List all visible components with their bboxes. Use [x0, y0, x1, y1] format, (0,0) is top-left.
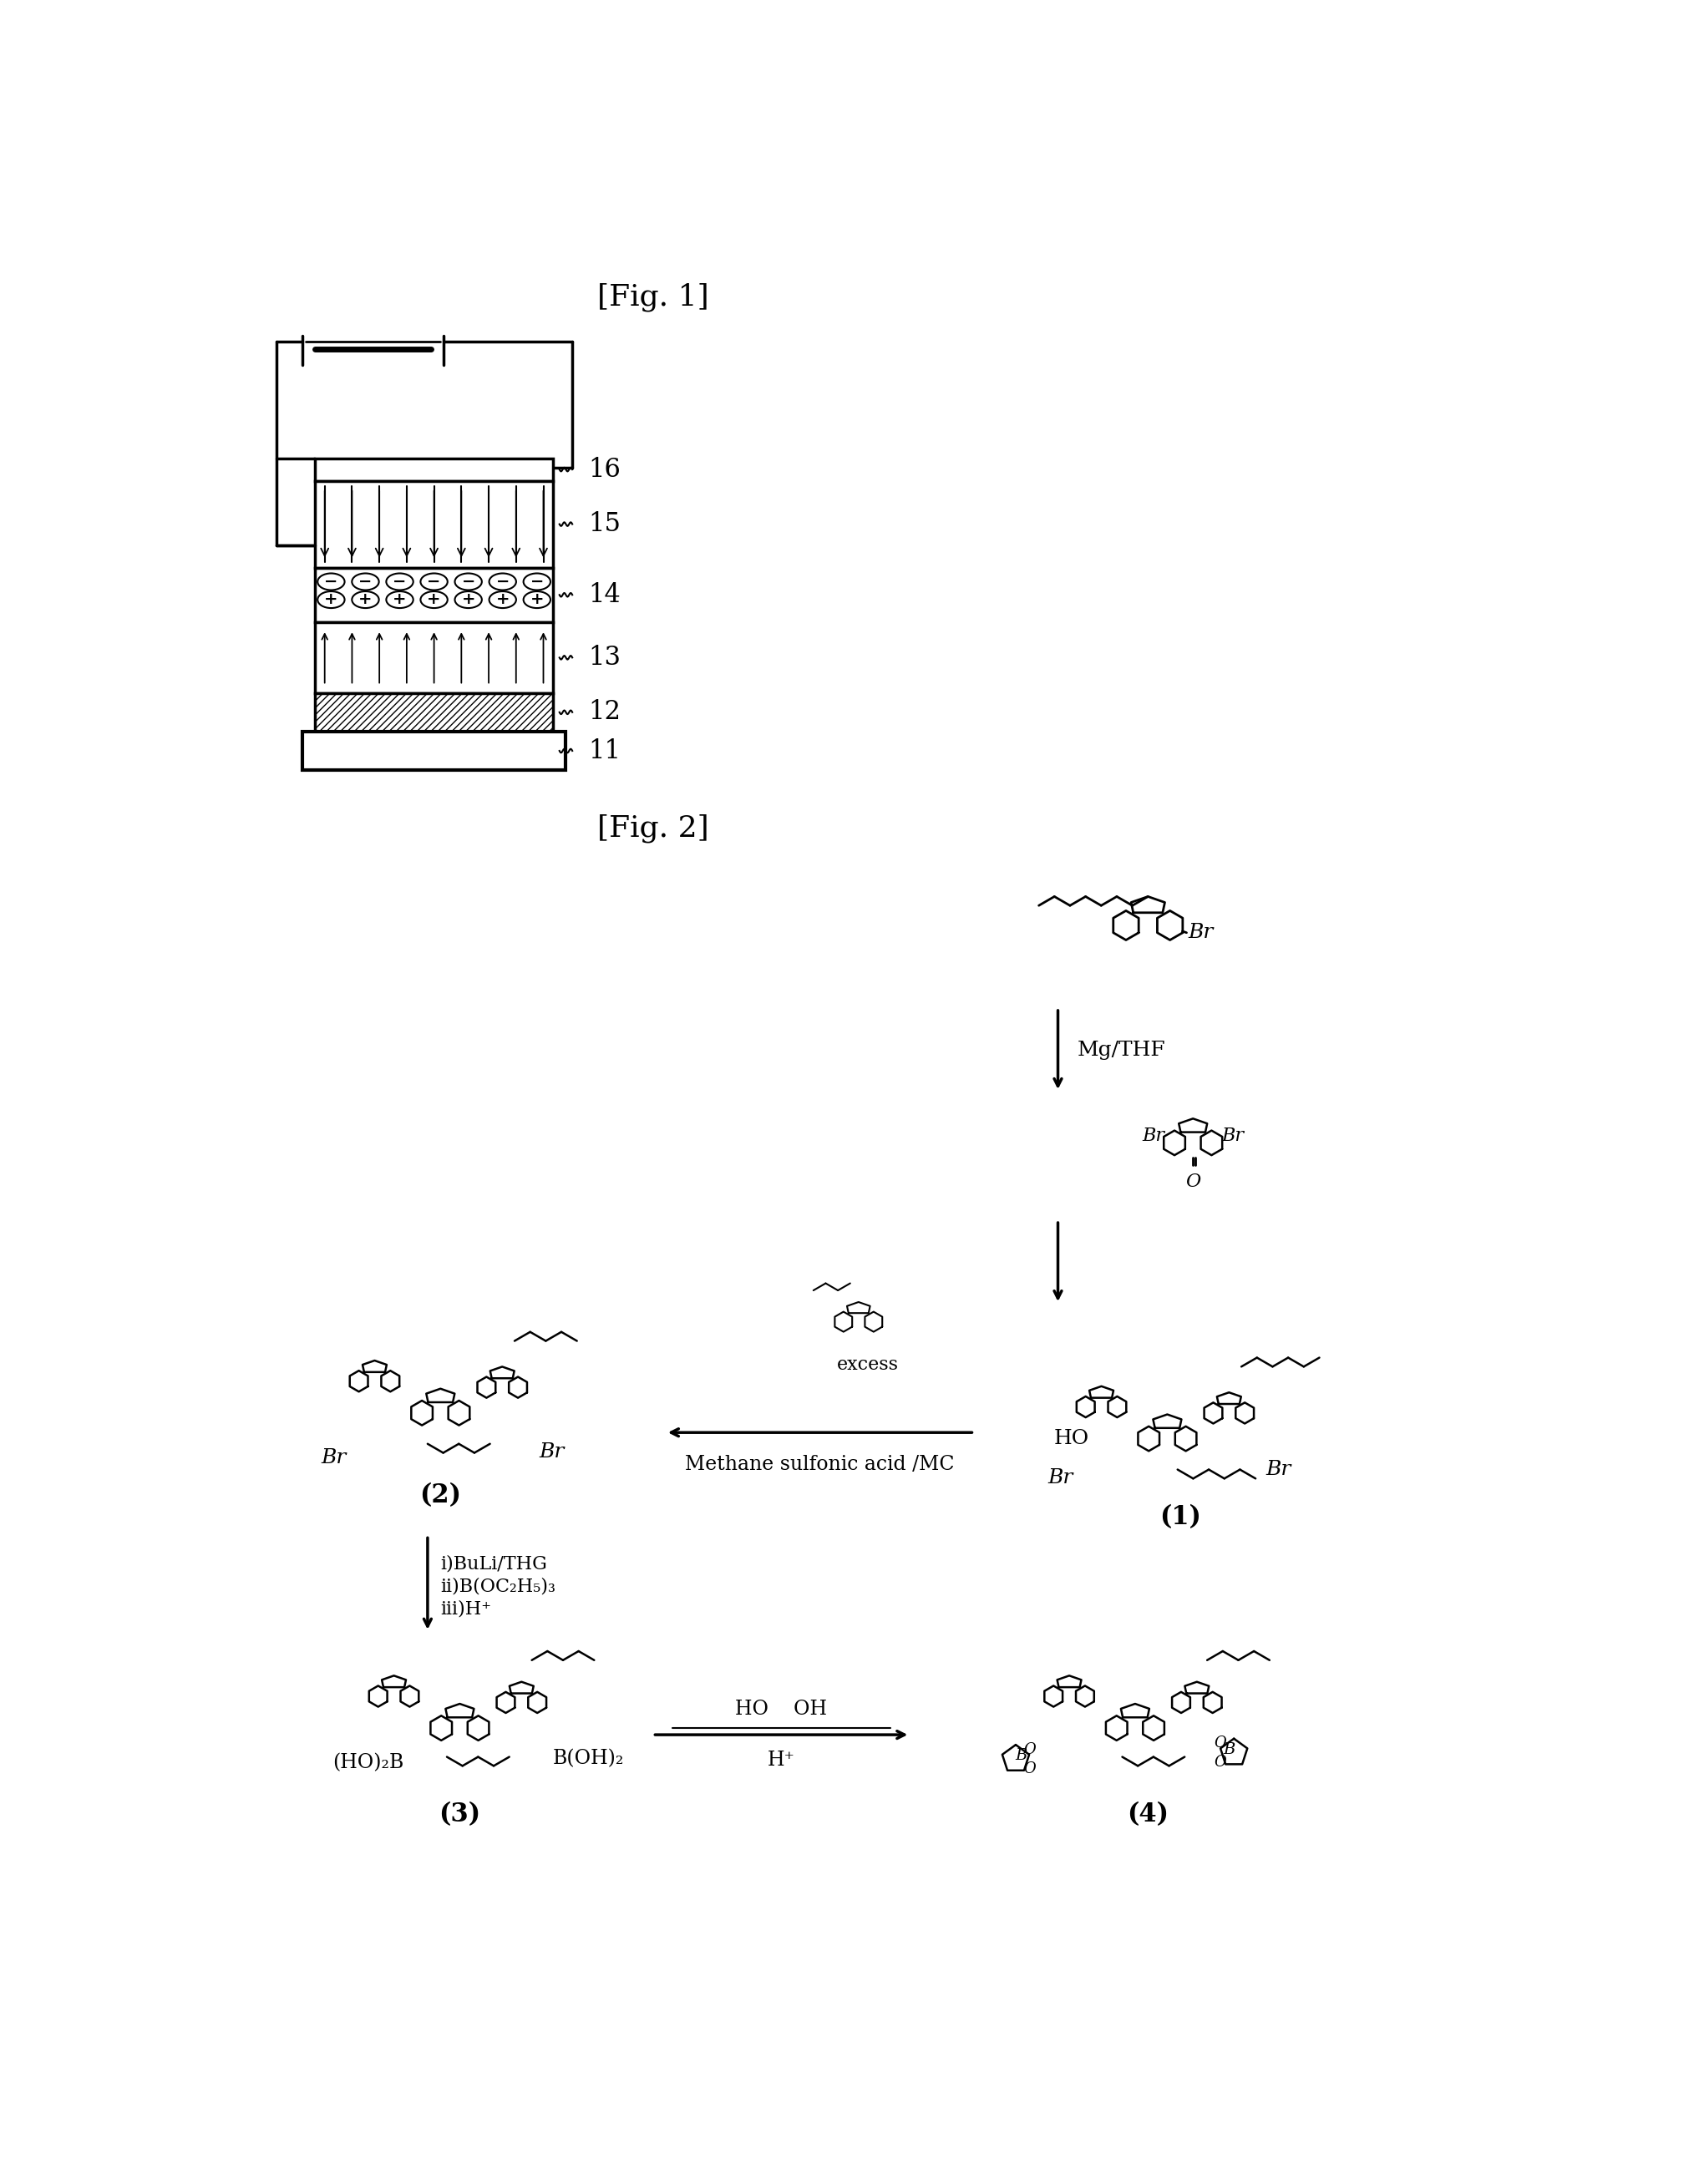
Text: −: − [324, 574, 338, 590]
Ellipse shape [421, 574, 448, 590]
Text: H⁺: H⁺ [767, 1752, 796, 1769]
Text: HO    OH: HO OH [735, 1699, 828, 1719]
Ellipse shape [351, 574, 378, 590]
Text: 16: 16 [588, 456, 622, 483]
Text: −: − [394, 574, 407, 590]
Ellipse shape [490, 574, 517, 590]
Text: +: + [427, 592, 441, 607]
Ellipse shape [318, 574, 345, 590]
Bar [316, 459, 552, 480]
Text: Br: Br [1221, 1127, 1245, 1144]
Text: Br: Br [321, 1448, 346, 1468]
Text: Br: Br [1187, 924, 1213, 941]
Text: +: + [358, 592, 372, 607]
Text: −: − [427, 574, 441, 590]
Bar [302, 732, 566, 771]
Text: (2): (2) [419, 1483, 461, 1509]
Text: +: + [461, 592, 475, 607]
Text: +: + [394, 592, 407, 607]
Text: −: − [358, 574, 372, 590]
Ellipse shape [454, 574, 481, 590]
Text: B: B [1223, 1743, 1235, 1758]
Text: 12: 12 [588, 699, 622, 725]
Bar [316, 568, 552, 622]
Text: 11: 11 [588, 738, 622, 764]
Text: +: + [324, 592, 338, 607]
Text: Methane sulfonic acid /MC: Methane sulfonic acid /MC [686, 1455, 954, 1474]
Text: +: + [530, 592, 544, 607]
Text: O: O [1024, 1743, 1035, 1756]
Text: O: O [1186, 1173, 1201, 1190]
Text: Mg/THF: Mg/THF [1078, 1040, 1165, 1059]
Ellipse shape [490, 592, 517, 607]
Ellipse shape [524, 592, 551, 607]
Bar [316, 622, 552, 692]
Text: 13: 13 [588, 644, 622, 670]
Bar [316, 692, 552, 732]
Text: Br: Br [1047, 1468, 1073, 1487]
Text: (1): (1) [1159, 1505, 1201, 1531]
Text: Br: Br [1142, 1127, 1165, 1144]
Text: O: O [1214, 1736, 1226, 1752]
Text: Br: Br [539, 1441, 564, 1461]
Text: 15: 15 [588, 511, 622, 537]
Text: excess: excess [838, 1356, 899, 1374]
Text: (3): (3) [439, 1802, 481, 1828]
Text: iii)H⁺: iii)H⁺ [441, 1599, 491, 1618]
Text: (HO)₂B: (HO)₂B [333, 1754, 404, 1773]
Text: [Fig. 2]: [Fig. 2] [596, 815, 709, 843]
Text: +: + [497, 592, 510, 607]
Text: −: − [461, 574, 475, 590]
Text: ii)B(OC₂H₅)₃: ii)B(OC₂H₅)₃ [441, 1577, 556, 1597]
Ellipse shape [387, 592, 414, 607]
Ellipse shape [318, 592, 345, 607]
Text: O: O [1024, 1760, 1035, 1776]
Text: −: − [497, 574, 510, 590]
Text: [Fig. 1]: [Fig. 1] [596, 284, 709, 312]
Text: B(OH)₂: B(OH)₂ [552, 1749, 623, 1769]
Text: i)BuLi/THG: i)BuLi/THG [441, 1555, 547, 1572]
Text: −: − [530, 574, 544, 590]
Ellipse shape [387, 574, 414, 590]
Text: 14: 14 [588, 581, 622, 607]
Ellipse shape [524, 574, 551, 590]
Text: O: O [1214, 1756, 1226, 1769]
Text: (4): (4) [1127, 1802, 1169, 1828]
Text: HO: HO [1054, 1428, 1089, 1448]
Ellipse shape [454, 592, 481, 607]
Ellipse shape [421, 592, 448, 607]
Text: B: B [1015, 1747, 1027, 1762]
Ellipse shape [351, 592, 378, 607]
Text: Br: Br [1267, 1459, 1292, 1479]
Bar [316, 480, 552, 568]
